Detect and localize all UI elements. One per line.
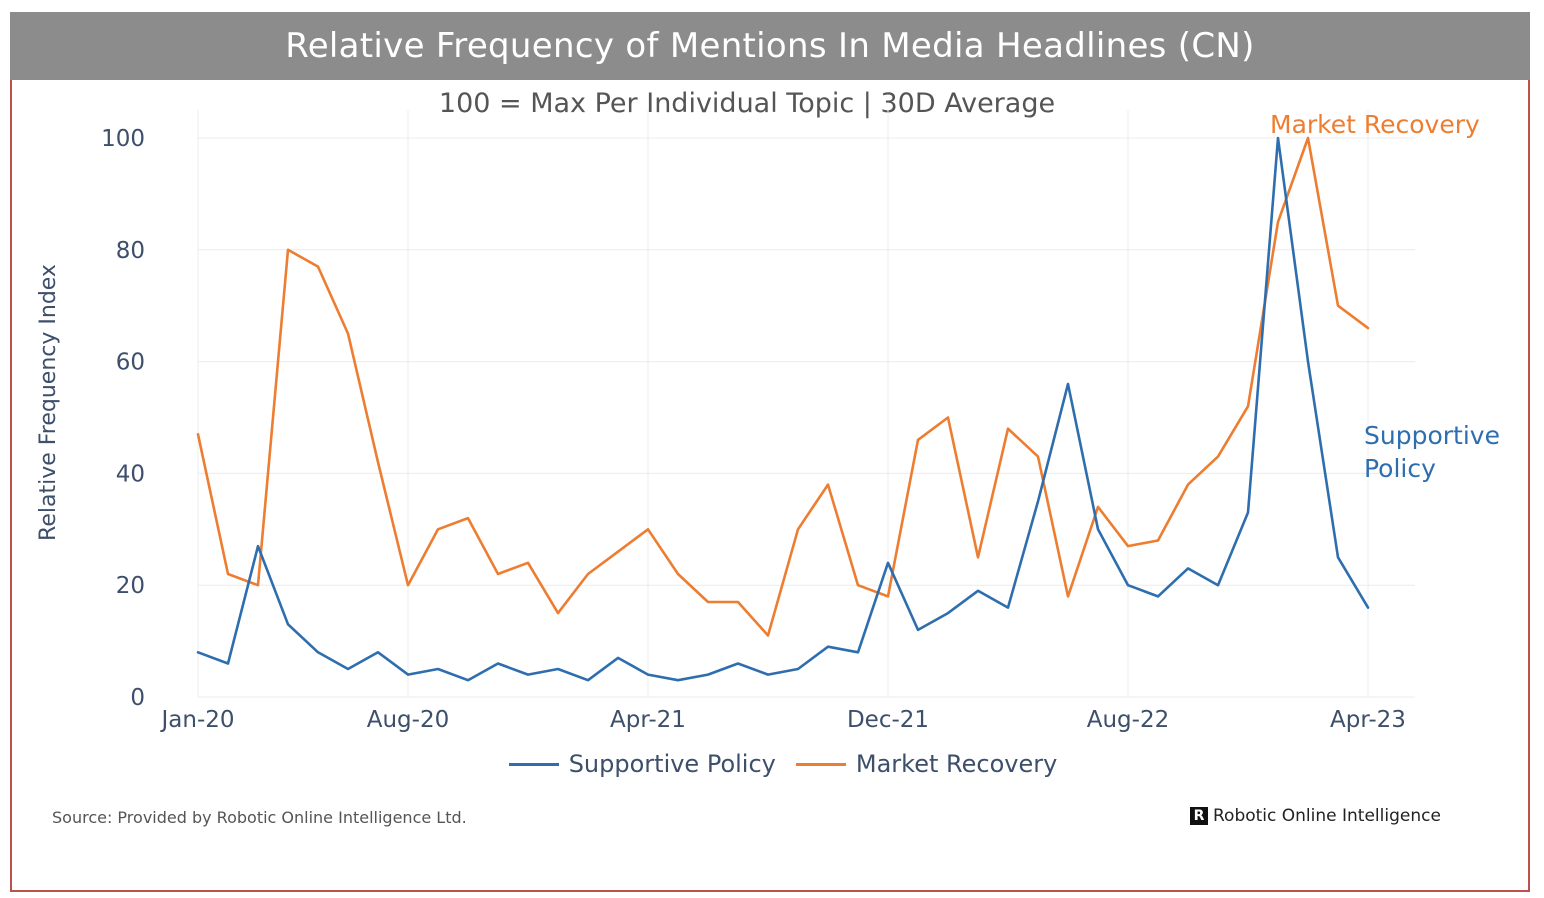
x-tick-label: Apr-21 (610, 707, 686, 733)
y-axis-title: Relative Frequency Index (36, 264, 61, 541)
legend-item-supportive: Supportive Policy (508, 750, 776, 778)
x-tick-label: Apr-23 (1330, 707, 1406, 733)
series-line-market-recovery (196, 136, 1370, 637)
y-tick-label: 0 (130, 685, 145, 711)
legend-item-market: Market Recovery (795, 750, 1058, 778)
legend-swatch-supportive (508, 762, 559, 766)
y-tick-label: 80 (116, 238, 145, 264)
end-label-line: Policy (1364, 454, 1436, 483)
x-tick-label: Jan-20 (159, 707, 234, 733)
y-tick-label: 60 (116, 350, 145, 376)
brand-mark-icon: R (1190, 807, 1208, 825)
end-label-market-recovery: Market Recovery (1270, 110, 1480, 139)
brand-name: Robotic Online Intelligence (1213, 806, 1441, 826)
title-bar: Relative Frequency of Mentions In Media … (10, 12, 1530, 80)
legend-label-supportive: Supportive Policy (568, 750, 776, 778)
source-note: Source: Provided by Robotic Online Intel… (52, 808, 467, 827)
y-tick-label: 100 (101, 126, 145, 152)
x-tick-label: Dec-21 (847, 707, 929, 733)
end-label-supportive-policy: Supportive Policy (1364, 421, 1500, 483)
y-tick-label: 40 (116, 461, 145, 487)
chart-subtitle: 100 = Max Per Individual Topic | 30D Ave… (438, 88, 1056, 119)
x-tick-label: Aug-20 (367, 707, 449, 733)
series-line-supportive-policy (196, 136, 1370, 682)
y-tick-label: 20 (116, 573, 145, 599)
chart-title: Relative Frequency of Mentions In Media … (285, 26, 1255, 66)
brand-logo: R Robotic Online Intelligence (1190, 806, 1441, 826)
legend-label-market: Market Recovery (855, 750, 1058, 778)
end-label-line: Supportive (1364, 421, 1500, 450)
legend-swatch-market (795, 762, 846, 766)
legend: Supportive Policy Market Recovery (0, 750, 1544, 778)
x-tick-label: Aug-22 (1087, 707, 1169, 733)
